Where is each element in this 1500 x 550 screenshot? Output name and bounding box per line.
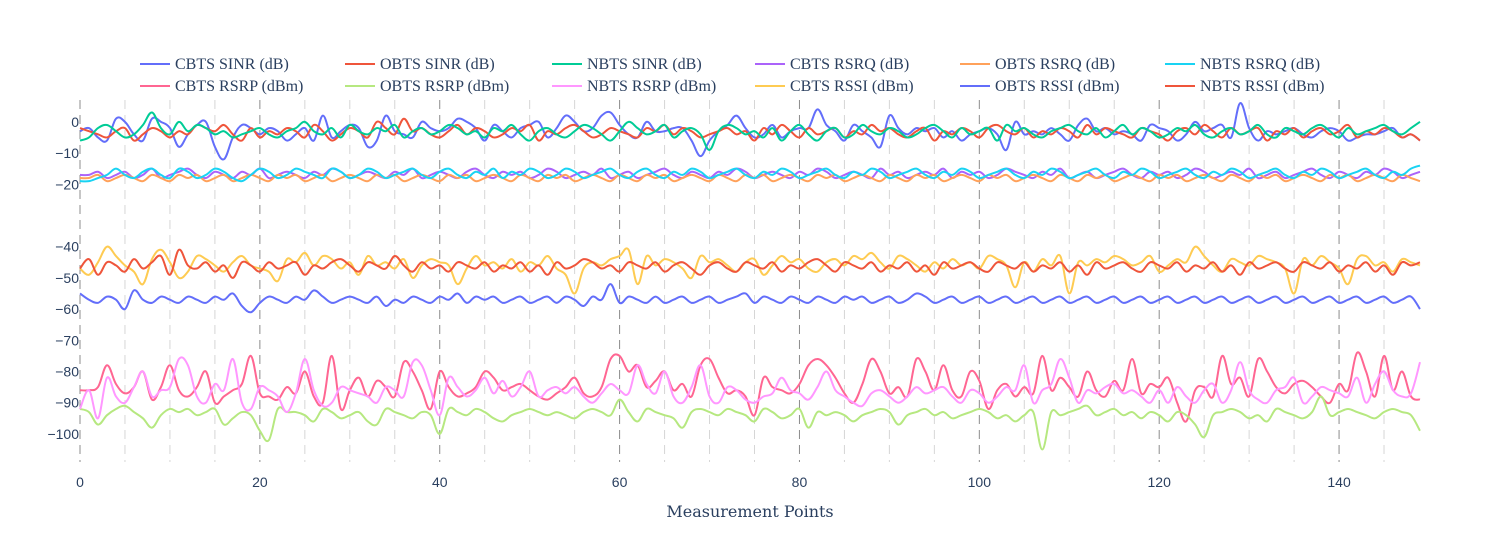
x-axis-ticks: 0 20 40 60 80 100 120 140 — [76, 474, 1351, 490]
x-tick-label: 0 — [76, 474, 84, 490]
legend-label: NBTS RSRP (dBm) — [587, 78, 716, 95]
legend-label: CBTS SINR (dB) — [175, 56, 289, 73]
series-line-9 — [79, 245, 1421, 295]
x-tick-label: 80 — [792, 474, 808, 490]
x-tick-label: 20 — [252, 474, 268, 490]
y-tick-label: −60 — [55, 301, 79, 317]
legend-label: NBTS RSSI (dBm) — [1200, 78, 1324, 95]
series-line-7 — [79, 395, 1421, 451]
legend-label: CBTS RSSI (dBm) — [790, 78, 914, 95]
legend-item[interactable]: OBTS RSRQ (dB) — [960, 56, 1115, 73]
y-tick-label: −50 — [55, 270, 79, 286]
legend-label: OBTS RSSI (dBm) — [995, 78, 1119, 95]
series-line-10 — [79, 283, 1421, 314]
y-tick-label: −70 — [55, 332, 79, 348]
y-tick-label: −20 — [55, 176, 79, 192]
series-line-6 — [79, 351, 1421, 423]
series-line-5 — [79, 164, 1421, 183]
legend-label: OBTS RSRQ (dB) — [995, 56, 1115, 73]
legend-item[interactable]: NBTS RSSI (dBm) — [1165, 78, 1324, 95]
x-tick-label: 40 — [432, 474, 448, 490]
legend-item[interactable]: NBTS SINR (dB) — [552, 56, 702, 73]
series-line-11 — [79, 248, 1421, 279]
legend-item[interactable]: CBTS SINR (dB) — [140, 56, 289, 73]
legend-label: NBTS RSRQ (dB) — [1200, 56, 1320, 73]
x-axis-title: Measurement Points — [666, 502, 833, 521]
y-tick-label: −100 — [47, 426, 79, 442]
legend-item[interactable]: CBTS RSRP (dBm) — [140, 78, 303, 95]
x-tick-label: 120 — [1148, 474, 1172, 490]
x-tick-label: 100 — [968, 474, 992, 490]
legend-item[interactable]: NBTS RSRP (dBm) — [552, 78, 716, 95]
grid — [79, 100, 1385, 462]
series-line-8 — [79, 356, 1421, 420]
legend-item[interactable]: CBTS RSSI (dBm) — [755, 78, 914, 95]
y-tick-label: −90 — [55, 395, 79, 411]
y-tick-label: 0 — [71, 114, 79, 130]
legend-label: OBTS SINR (dB) — [380, 56, 495, 73]
legend-label: CBTS RSRP (dBm) — [175, 78, 303, 95]
x-tick-label: 60 — [612, 474, 628, 490]
x-tick-label: 140 — [1327, 474, 1351, 490]
series-line-1 — [79, 117, 1421, 142]
y-tick-label: −40 — [55, 239, 79, 255]
legend-item[interactable]: CBTS RSRQ (dB) — [755, 56, 909, 73]
y-axis-ticks: 0 −10 −20 −40 −50 −60 −70 −80 −90 −100 — [47, 114, 79, 442]
series-line-2 — [79, 111, 1421, 151]
legend-label: NBTS SINR (dB) — [587, 56, 702, 73]
legend-item[interactable]: OBTS RSRP (dBm) — [345, 78, 509, 95]
legend-label: CBTS RSRQ (dB) — [790, 56, 909, 73]
legend-label: OBTS RSRP (dBm) — [380, 78, 509, 95]
y-tick-label: −10 — [55, 145, 79, 161]
legend-item[interactable]: OBTS SINR (dB) — [345, 56, 495, 73]
legend-item[interactable]: OBTS RSSI (dBm) — [960, 78, 1119, 95]
legend-item[interactable]: NBTS RSRQ (dB) — [1165, 56, 1320, 73]
series-lines — [79, 102, 1421, 451]
legend: CBTS SINR (dB) OBTS SINR (dB) NBTS SINR (d… — [140, 56, 1324, 95]
y-tick-label: −80 — [55, 364, 79, 380]
